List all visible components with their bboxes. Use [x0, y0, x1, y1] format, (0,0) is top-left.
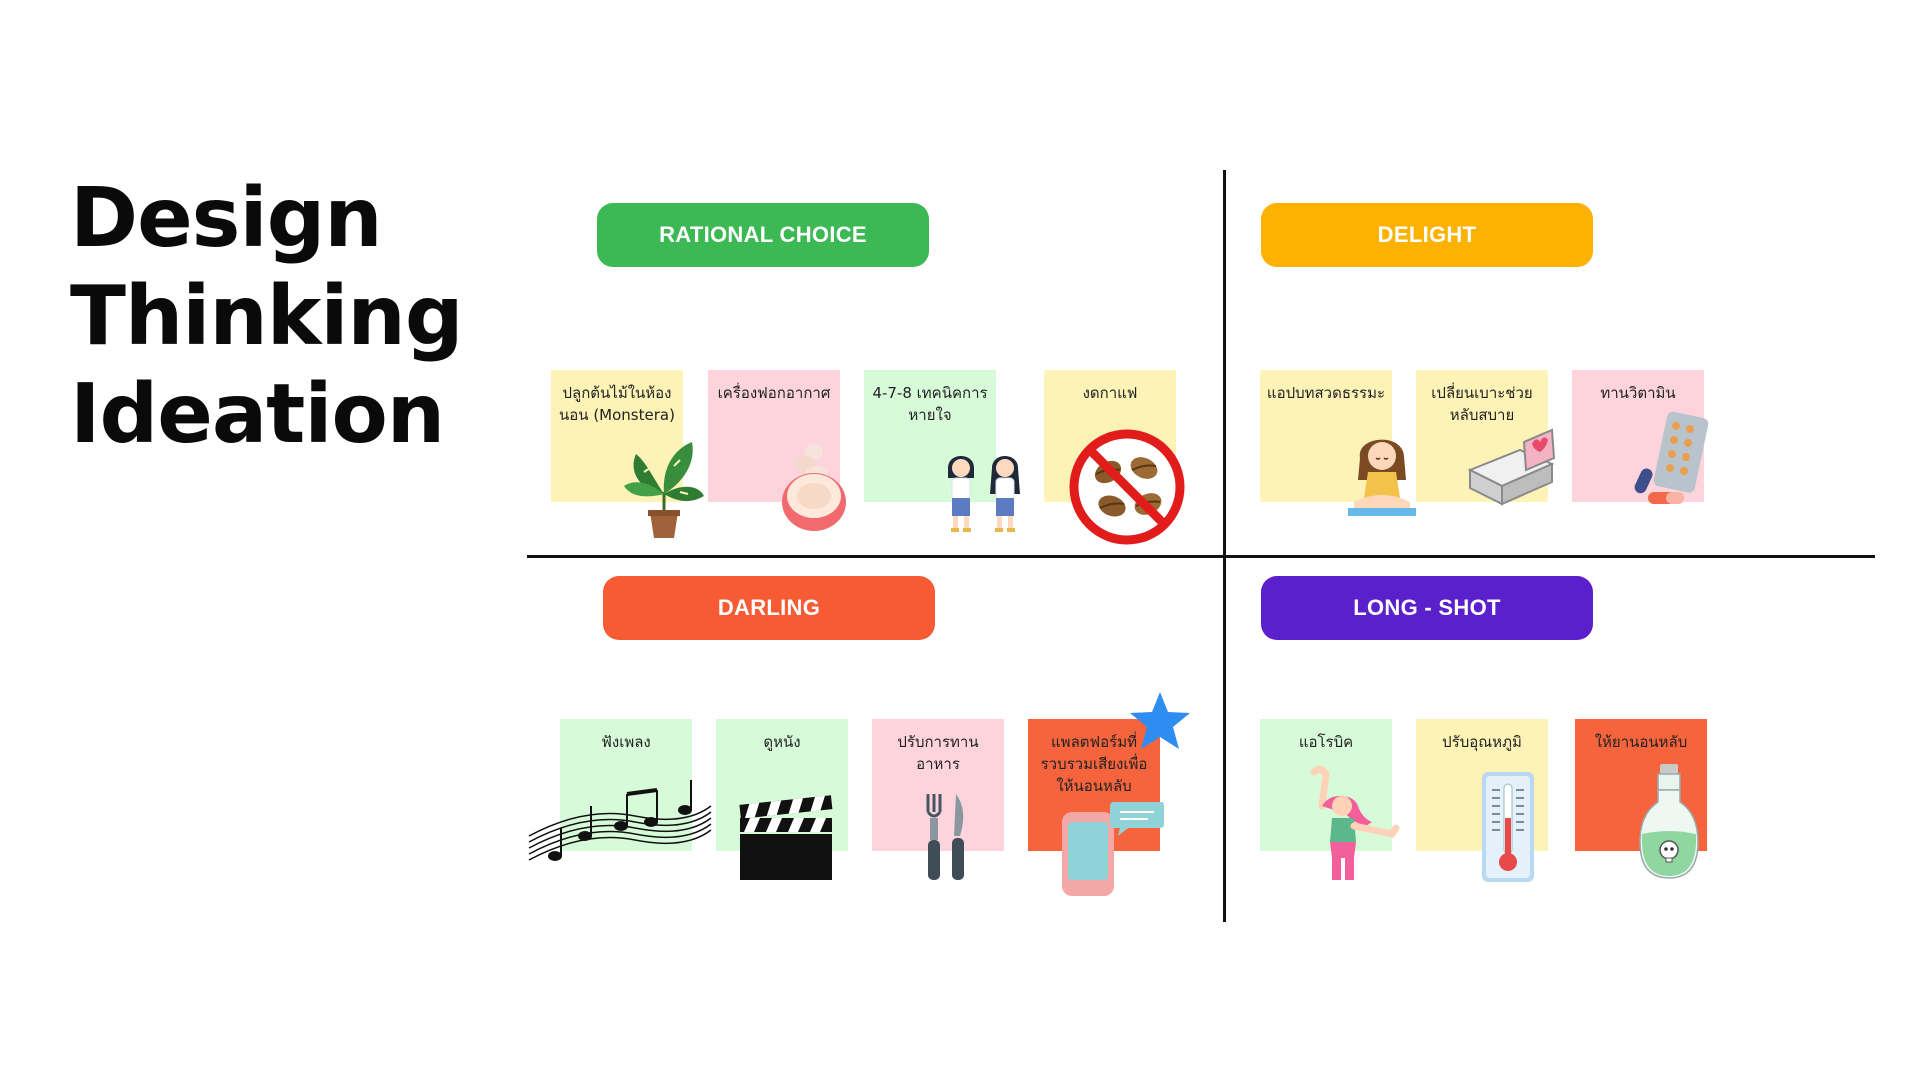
vertical-axis — [1223, 170, 1226, 922]
note-text: 4-7-8 เทคนิคการหายใจ — [872, 384, 988, 424]
meditating-girl-icon — [1348, 439, 1416, 516]
breathing-kids-icon — [948, 456, 1020, 532]
air-purifier-icon — [782, 444, 846, 531]
note-text: ปรับการทานอาหาร — [897, 733, 979, 773]
poison-bottle-icon — [1639, 764, 1699, 879]
note-text: ฟังเพลง — [601, 733, 651, 751]
thermometer-icon — [1482, 772, 1534, 882]
phone-chat-icon — [1062, 802, 1164, 896]
star-icon — [1130, 692, 1190, 749]
horizontal-axis — [527, 555, 1875, 558]
note-text: ดูหนัง — [763, 733, 801, 751]
rational-choice-label: RATIONAL CHOICE — [597, 203, 929, 267]
note-text: ปรับอุณหภูมิ — [1442, 733, 1522, 751]
note-text: ทานวิตามิน — [1600, 384, 1676, 402]
music-notes-icon — [528, 780, 712, 861]
note-text: งดกาแฟ — [1082, 384, 1138, 402]
monstera-plant-icon — [624, 442, 704, 538]
note-text: เครื่องฟอกอากาศ — [717, 384, 831, 402]
sticky-note-breathing: 4-7-8 เทคนิคการหายใจ — [864, 370, 996, 502]
aerobic-woman-icon — [1310, 766, 1400, 880]
note-text: แอโรบิค — [1298, 733, 1354, 751]
title-line-2: Thinking — [70, 269, 464, 364]
note-text: ให้ยานอนหลับ — [1594, 733, 1688, 751]
note-text: ปลูกต้นไม้ในห้องนอน (Monstera) — [559, 384, 675, 424]
delight-label: DELIGHT — [1261, 203, 1593, 267]
sticky-note-plant: ปลูกต้นไม้ในห้องนอน (Monstera) — [551, 370, 683, 502]
title-line-1: Design — [70, 171, 383, 266]
no-coffee-icon — [1069, 429, 1185, 545]
darling-label: DARLING — [603, 576, 935, 640]
note-text: เปลี่ยนเบาะช่วยหลับสบาย — [1431, 384, 1533, 424]
long-shot-label: LONG - SHOT — [1261, 576, 1593, 640]
clapperboard-icon — [739, 795, 833, 880]
fork-knife-icon — [926, 794, 964, 880]
note-text: แอปบทสวดธรรมะ — [1266, 384, 1386, 402]
vitamin-pills-icon — [1634, 411, 1709, 504]
title-line-3: Ideation — [70, 367, 445, 462]
bed-icon — [1467, 428, 1556, 506]
note-text: แพลตฟอร์มที่รวบรวมเสียงเพื่อให้นอนหลับ — [1040, 733, 1148, 795]
